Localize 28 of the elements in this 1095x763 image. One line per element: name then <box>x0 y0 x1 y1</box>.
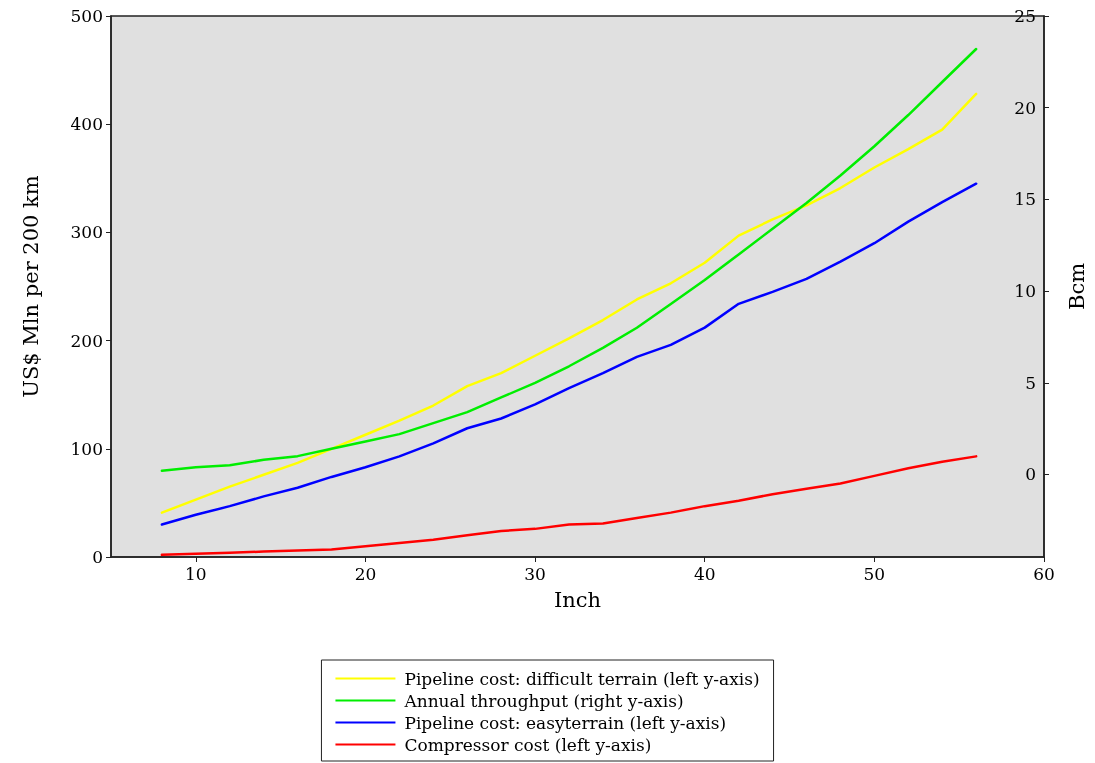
line-series <box>160 47 978 473</box>
y-tick-label: 400 <box>70 114 103 135</box>
y2-tick-label: 15 <box>1014 189 1036 210</box>
y-tick-label: 300 <box>70 222 103 243</box>
y2-tick-label: 5 <box>1025 372 1036 393</box>
line-series <box>160 92 978 514</box>
line-series <box>160 455 978 557</box>
x-tick-label: 20 <box>354 563 377 584</box>
legend-label: Compressor cost (left y-axis) <box>404 734 652 755</box>
y2-tick-label: 20 <box>1014 97 1036 118</box>
y-axis-title: US$ Mln per 200 km <box>18 175 43 398</box>
x-tick-label: 10 <box>185 563 207 584</box>
legend-label: Pipeline cost: difficult terrain (left y-axis) <box>404 668 760 689</box>
y2-tick-label: 0 <box>1025 464 1036 485</box>
y-tick-label: 500 <box>70 6 103 26</box>
x-tick-label: 60 <box>1033 563 1055 584</box>
y-tick-label: 100 <box>70 438 103 459</box>
y2-tick-label: 10 <box>1014 281 1036 302</box>
legend-label: Annual throughput (right y-axis) <box>403 690 684 711</box>
legend-label: Pipeline cost: easyterrain (left y-axis) <box>404 712 727 733</box>
y-tick-label: 0 <box>92 547 103 567</box>
x-axis-title: Inch <box>553 587 602 612</box>
y2-axis-title: Bcm <box>1064 262 1089 311</box>
line-series <box>160 182 978 526</box>
x-tick-label: 30 <box>524 563 546 584</box>
x-tick-label: 50 <box>863 563 886 584</box>
y-tick-label: 200 <box>70 330 103 351</box>
x-tick-label: 40 <box>693 563 716 584</box>
